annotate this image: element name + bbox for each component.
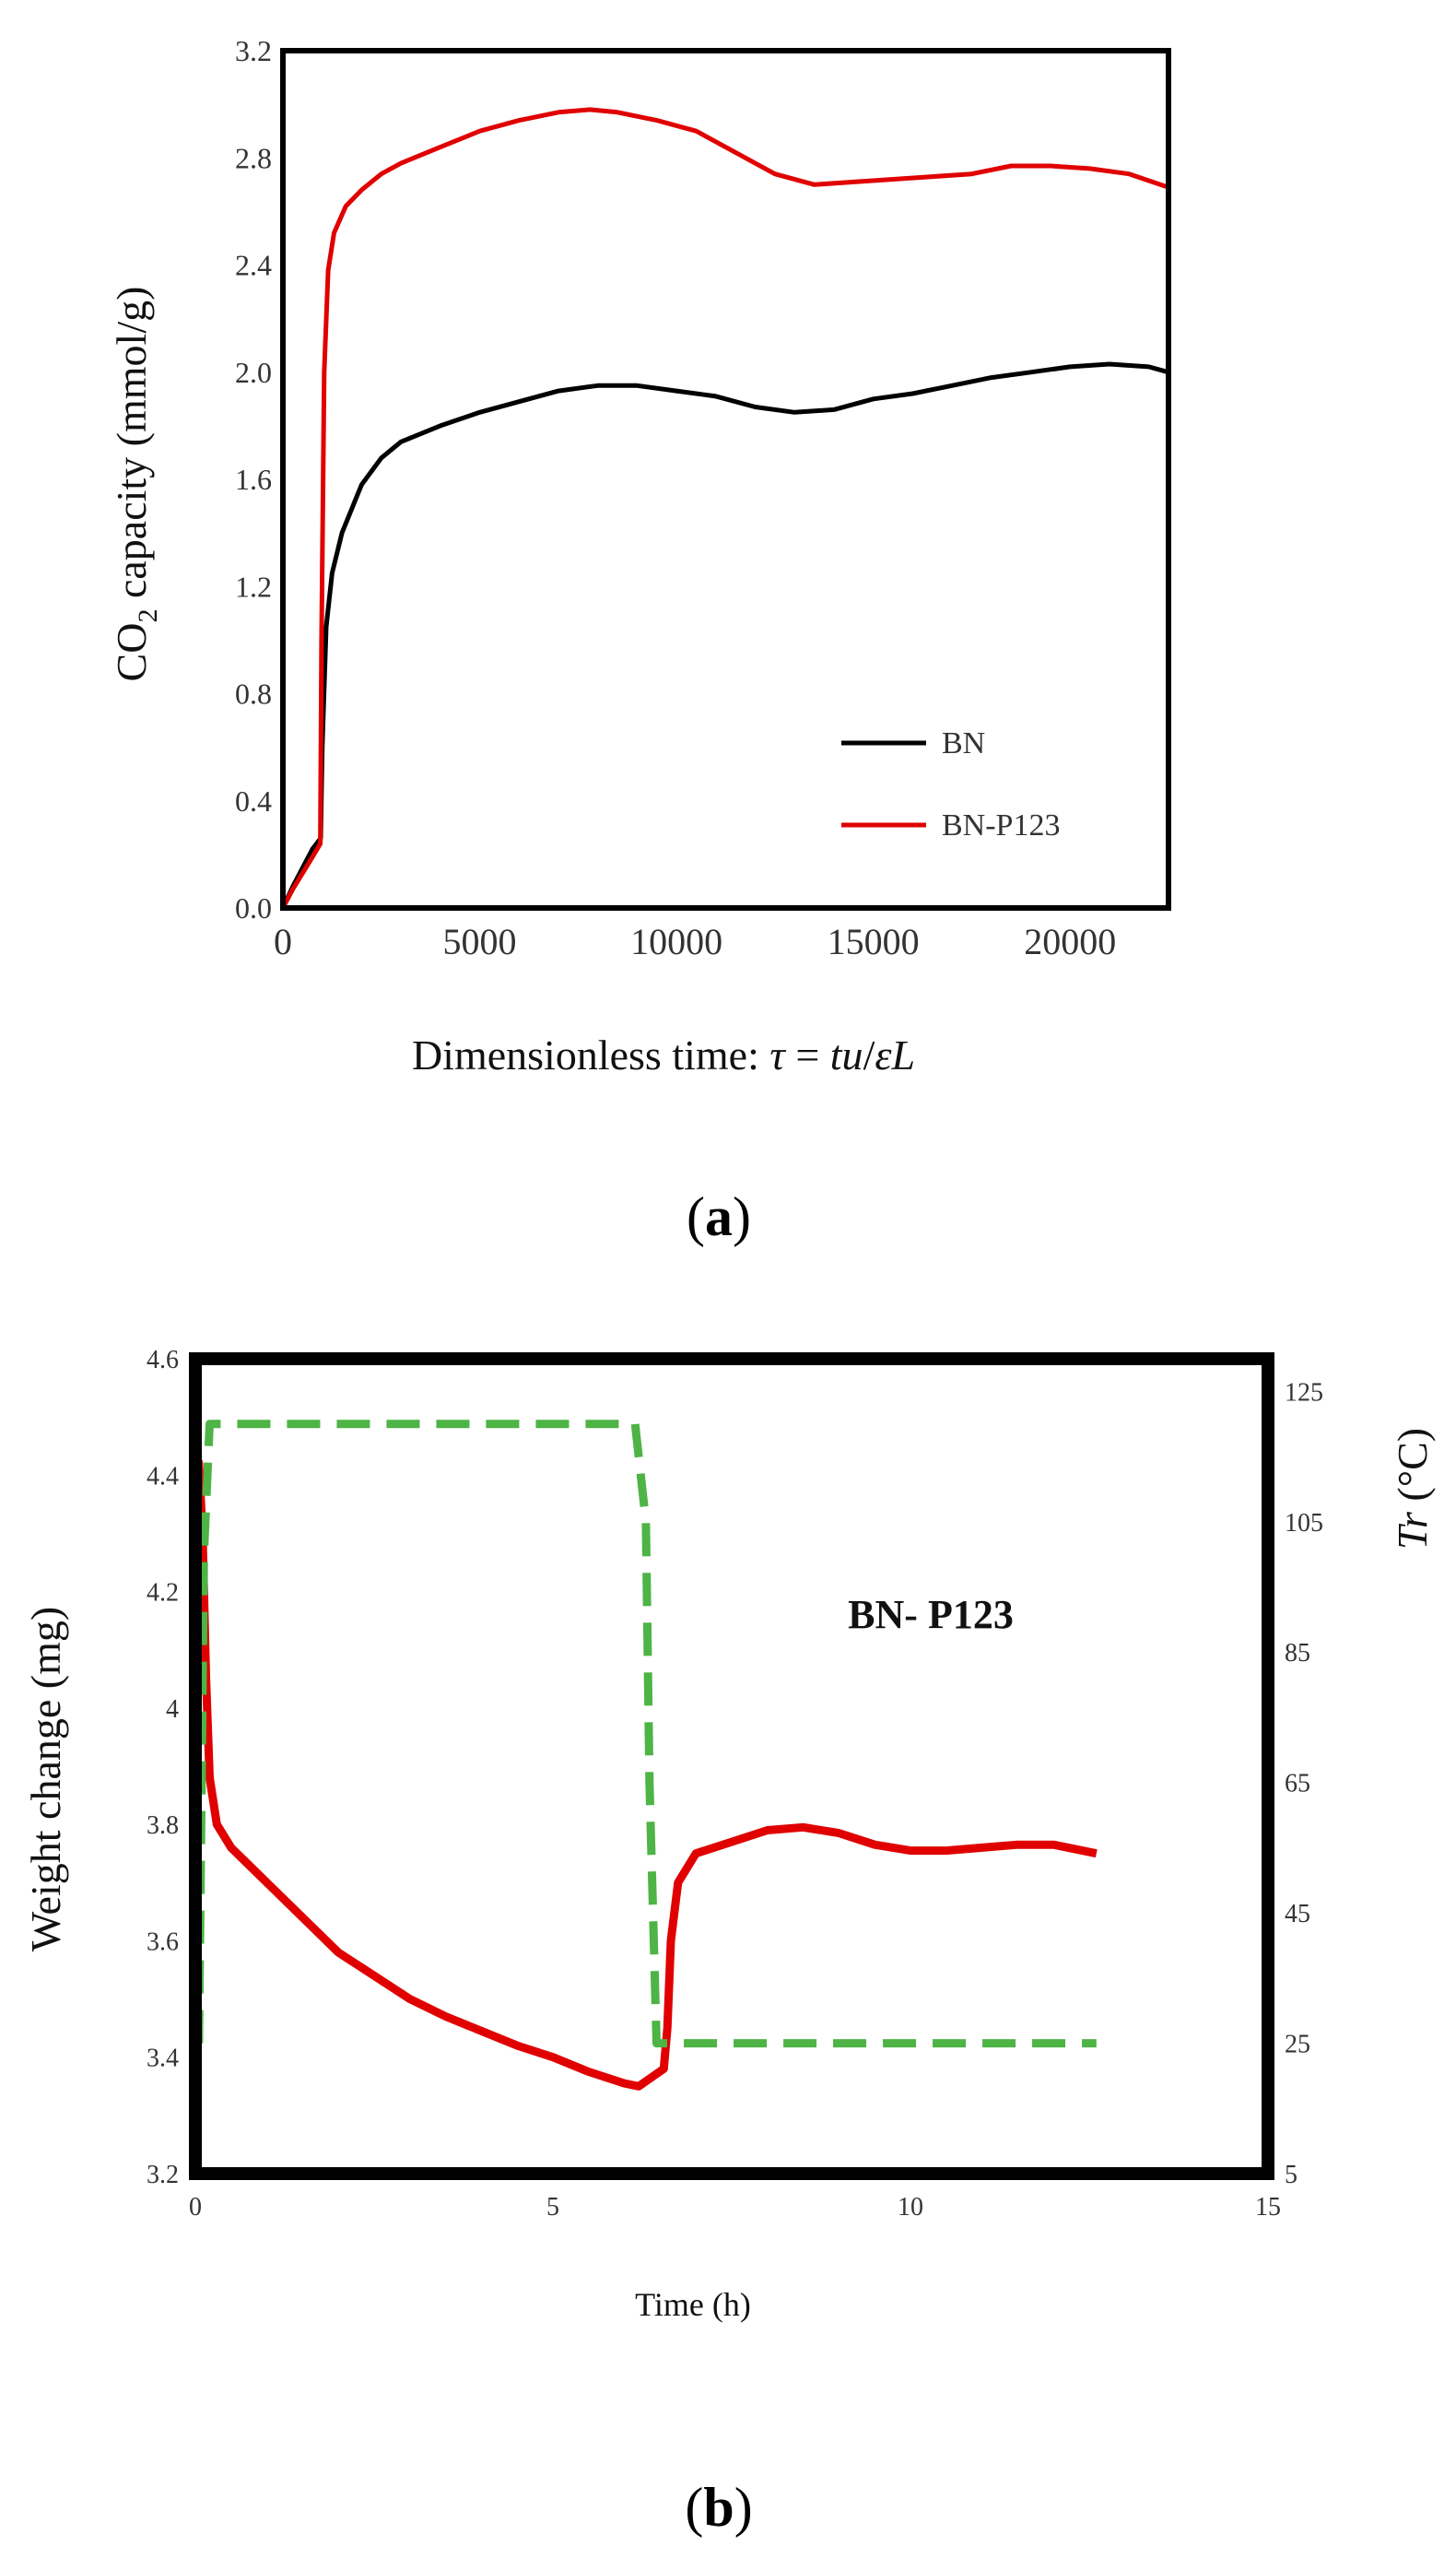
chart-a-y-tick-label: 3.2	[235, 34, 272, 67]
chart-b-y2-tick-label: 5	[1285, 2161, 1297, 2189]
chart-a-xlabel-main: Dimensionless time:	[412, 1031, 769, 1079]
chart-a-y-tick-label: 1.6	[235, 463, 272, 496]
chart-a-ylabel-sub: 2	[133, 609, 163, 623]
chart-a-x-tick-label: 20000	[1024, 921, 1116, 962]
chart-b-x-axis-label: Time (h)	[635, 2286, 751, 2323]
chart-a-y-tick-label: 0.8	[235, 678, 272, 711]
panel-b-close: )	[734, 2477, 753, 2538]
chart-b-y-tick-label: 3.4	[147, 2045, 179, 2073]
panel-b-label: (b)	[685, 2477, 752, 2538]
chart-b-y2label-unit: (°C)	[1389, 1428, 1436, 1512]
legend-label-bn-p123: BN-P123	[942, 808, 1060, 843]
chart-b-y2label-var: Tr	[1389, 1511, 1436, 1550]
chart-a-y-tick-label: 0.0	[235, 891, 272, 925]
chart-b-y2-tick-label: 65	[1285, 1770, 1310, 1798]
chart-b-y-axis-label: Weight change (mg)	[22, 1607, 69, 1951]
chart-b-y-tick-label: 3.8	[147, 1811, 179, 1840]
chart-b-y2-tick-label: 125	[1285, 1378, 1323, 1407]
chart-a: 0.0 0.4 0.8 1.2 1.6 2.0 2.4 2.8 3.2 0 5000 10000 15…	[108, 34, 1171, 1247]
chart-b-y2-tick-labels: 5 25 45 65 85 105 125	[1285, 1378, 1323, 2189]
chart-b-y2-tick-label: 85	[1285, 1639, 1310, 1668]
chart-a-x-tick-labels: 0 5000 10000 15000 20000	[274, 921, 1116, 962]
chart-a-legend: BN BN-P123	[841, 726, 1060, 843]
chart-a-y-tick-labels: 0.0 0.4 0.8 1.2 1.6 2.0 2.4 2.8 3.2	[235, 34, 272, 925]
chart-b-y2-tick-label: 105	[1285, 1509, 1323, 1538]
chart-b-y-tick-label: 4	[166, 1695, 179, 1724]
panel-b-open: (	[685, 2477, 703, 2538]
chart-b-y-tick-labels: 3.2 3.4 3.6 3.8 4 4.2 4.4 4.6	[147, 1346, 179, 2189]
chart-b-plot-frame	[189, 1352, 1274, 2180]
chart-a-y-tick-label: 0.4	[235, 784, 272, 818]
chart-b-y-tick-label: 3.6	[147, 1927, 179, 1956]
chart-a-xlabel-epsl: εL	[875, 1031, 915, 1079]
panel-a-letter: a	[705, 1186, 733, 1247]
panel-a-open: (	[687, 1186, 705, 1247]
chart-b-y2-tick-label: 25	[1285, 2031, 1310, 2059]
chart-b-y2-tick-label: 45	[1285, 1900, 1310, 1928]
chart-a-xlabel-tau: τ	[769, 1031, 786, 1079]
chart-b-x-tick-label: 10	[898, 2193, 923, 2222]
chart-a-x-tick-label: 15000	[828, 921, 920, 962]
chart-a-x-tick-label: 10000	[630, 921, 722, 962]
chart-a-x-tick-label: 5000	[443, 921, 517, 962]
chart-b-series-line-tr	[194, 1420, 1097, 2048]
chart-b-y-tick-label: 3.2	[147, 2161, 179, 2189]
chart-b-y-tick-label: 4.6	[147, 1346, 179, 1374]
chart-b-y2-axis-label: Tr (°C)	[1389, 1428, 1436, 1550]
chart-a-ylabel-post: capacity (mmol/g)	[108, 287, 155, 609]
chart-a-xlabel-tu: tu	[830, 1031, 863, 1079]
chart-b-x-tick-labels: 0 5 10 15	[189, 2193, 1281, 2222]
chart-a-series	[280, 107, 1169, 910]
chart-b-x-tick-label: 5	[546, 2193, 559, 2222]
chart-b-y-tick-label: 4.2	[147, 1579, 179, 1608]
chart-a-x-axis-label: Dimensionless time: τ = tu/εL	[412, 1031, 915, 1079]
chart-a-series-line-bn-p123	[280, 107, 1169, 910]
chart-a-y-tick-label: 2.0	[235, 356, 272, 389]
legend-label-bn: BN	[942, 726, 985, 760]
chart-a-xlabel-eq: =	[785, 1031, 830, 1079]
panel-a-close: )	[733, 1186, 751, 1247]
panel-b-letter: b	[703, 2477, 734, 2538]
chart-a-y-tick-label: 1.2	[235, 570, 272, 603]
chart-b-annotation: BN- P123	[848, 1592, 1014, 1637]
chart-b-series-line-weight	[191, 1450, 1098, 2091]
panel-a-label: (a)	[687, 1186, 751, 1247]
chart-a-x-tick-label: 0	[274, 921, 292, 962]
chart-a-y-tick-label: 2.8	[235, 141, 272, 174]
chart-b-series	[191, 1420, 1098, 2091]
chart-a-plot-frame	[280, 48, 1171, 911]
chart-a-y-tick-label: 2.4	[235, 249, 272, 282]
chart-a-xlabel-slash: /	[863, 1031, 875, 1079]
chart-b-x-tick-label: 0	[189, 2193, 202, 2222]
chart-a-y-axis-label: CO2 capacity (mmol/g)	[108, 287, 163, 682]
chart-a-ylabel-pre: CO	[108, 623, 155, 682]
chart-b-x-tick-label: 15	[1255, 2193, 1281, 2222]
chart-b-y-tick-label: 4.4	[147, 1462, 179, 1491]
